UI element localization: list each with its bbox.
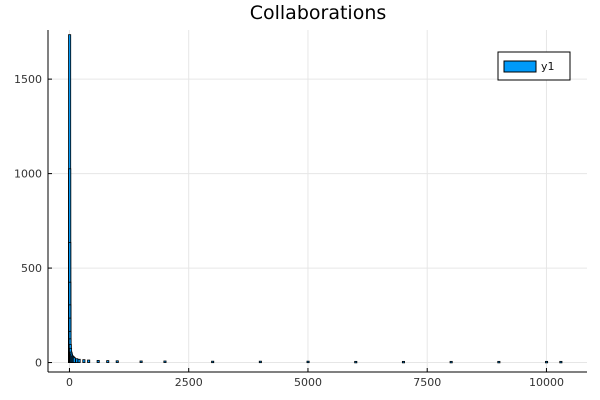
y-tick-label: 1500 xyxy=(14,73,42,86)
x-tick-label: 7500 xyxy=(413,376,441,389)
bar xyxy=(139,360,143,363)
chart-title: Collaborations xyxy=(250,2,387,24)
bar xyxy=(115,360,119,363)
bar xyxy=(401,360,405,364)
x-tick-label: 0 xyxy=(66,376,73,389)
legend-label: y1 xyxy=(541,60,555,73)
bar xyxy=(559,360,563,364)
bar xyxy=(96,360,100,363)
y-tick-label: 500 xyxy=(21,262,42,275)
bar xyxy=(449,360,453,364)
bar xyxy=(72,357,76,363)
bar xyxy=(545,360,549,364)
bar xyxy=(77,358,81,363)
y-tick-label: 0 xyxy=(35,357,42,370)
bars xyxy=(68,34,563,364)
bar xyxy=(106,360,110,363)
bar xyxy=(354,360,358,364)
bar xyxy=(497,360,501,364)
grid xyxy=(48,30,587,372)
x-tick-label: 10000 xyxy=(529,376,564,389)
x-tick-label: 5000 xyxy=(294,376,322,389)
bar xyxy=(82,359,86,363)
bar xyxy=(87,359,91,363)
legend-swatch xyxy=(503,60,537,73)
y-tick-label: 1000 xyxy=(14,168,42,181)
bar xyxy=(211,360,215,364)
axes: 0 2500 5000 7500 10000 0 500 1000 1500 xyxy=(14,30,587,389)
x-tick-label: 2500 xyxy=(175,376,203,389)
bar xyxy=(306,360,310,364)
legend: y1 xyxy=(497,51,571,81)
bar xyxy=(75,358,79,363)
bar xyxy=(163,360,167,363)
bar xyxy=(258,360,262,364)
